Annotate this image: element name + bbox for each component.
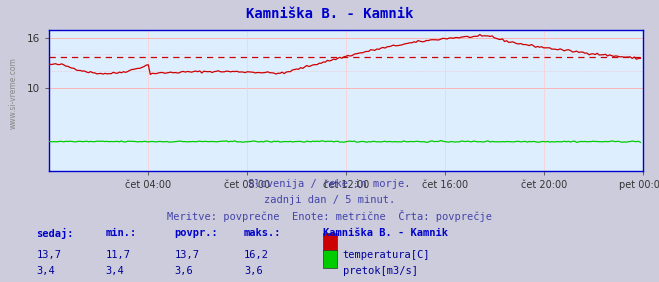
Text: Meritve: povprečne  Enote: metrične  Črta: povprečje: Meritve: povprečne Enote: metrične Črta:…	[167, 210, 492, 222]
Text: 11,7: 11,7	[105, 250, 130, 259]
Text: Kamniška B. - Kamnik: Kamniška B. - Kamnik	[323, 228, 448, 238]
Text: maks.:: maks.:	[244, 228, 281, 238]
Text: 13,7: 13,7	[36, 250, 61, 259]
Text: 13,7: 13,7	[175, 250, 200, 259]
Text: 3,4: 3,4	[105, 266, 124, 276]
Text: www.si-vreme.com: www.si-vreme.com	[9, 57, 18, 129]
Text: Slovenija / reke in morje.: Slovenija / reke in morje.	[248, 179, 411, 189]
Text: pretok[m3/s]: pretok[m3/s]	[343, 266, 418, 276]
Text: zadnji dan / 5 minut.: zadnji dan / 5 minut.	[264, 195, 395, 204]
Text: 3,4: 3,4	[36, 266, 55, 276]
Text: povpr.:: povpr.:	[175, 228, 218, 238]
Text: 3,6: 3,6	[244, 266, 262, 276]
Text: sedaj:: sedaj:	[36, 228, 74, 239]
Text: min.:: min.:	[105, 228, 136, 238]
Text: 16,2: 16,2	[244, 250, 269, 259]
Text: 3,6: 3,6	[175, 266, 193, 276]
Text: temperatura[C]: temperatura[C]	[343, 250, 430, 259]
Text: Kamniška B. - Kamnik: Kamniška B. - Kamnik	[246, 7, 413, 21]
